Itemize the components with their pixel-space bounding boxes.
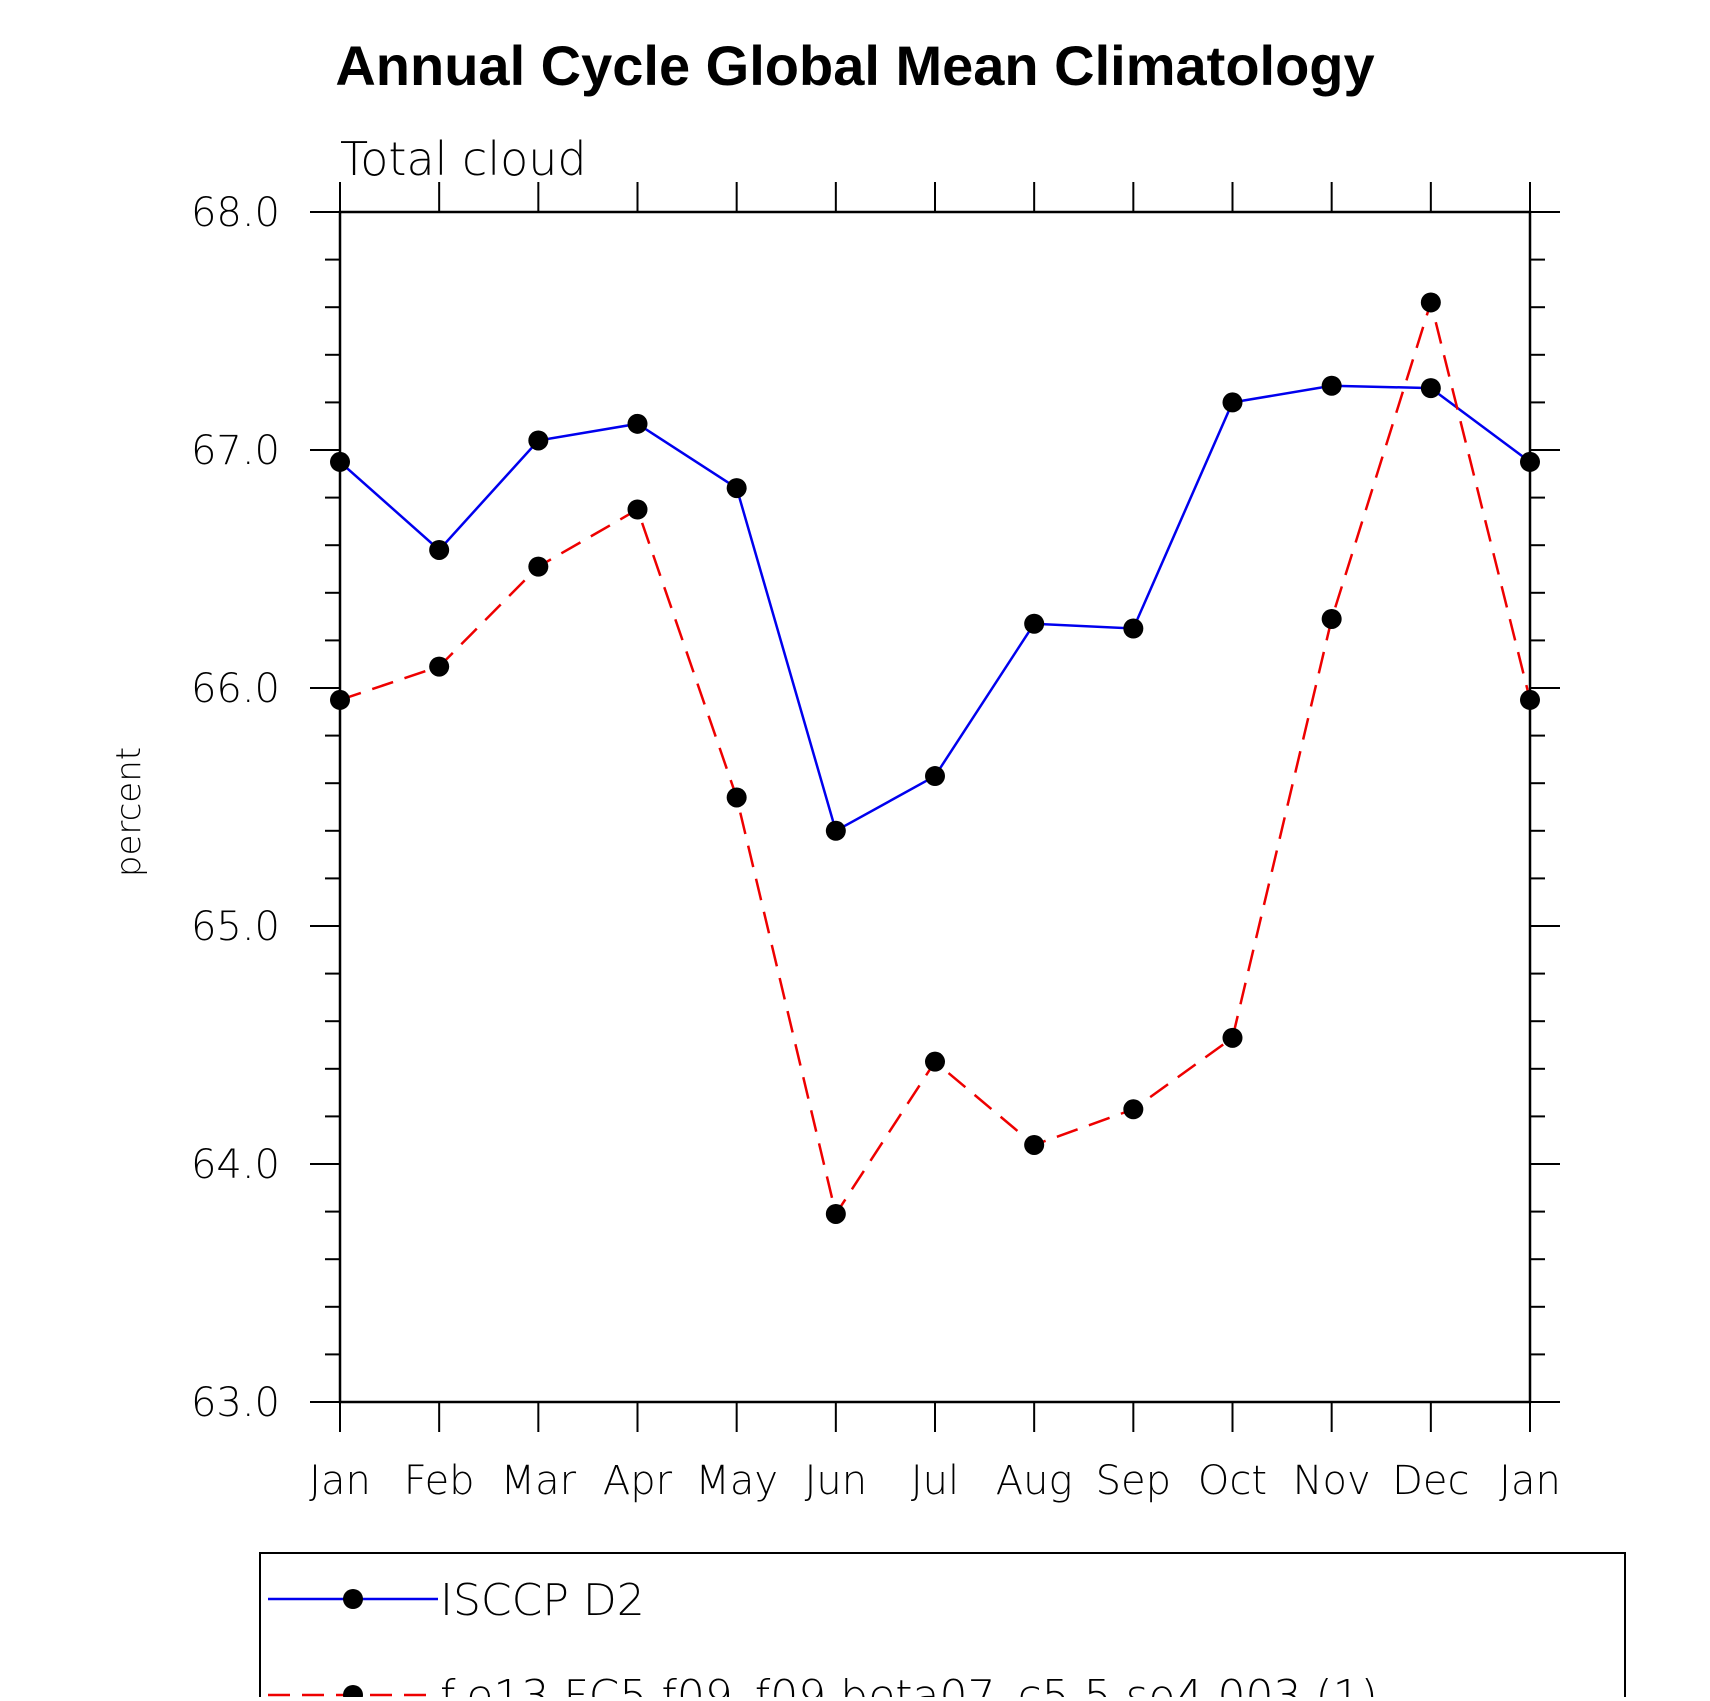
data-point [1222, 392, 1243, 413]
data-point [627, 499, 648, 520]
x-tick-label: May [695, 1458, 778, 1504]
plot-frame [338, 210, 1532, 1404]
data-point [1123, 618, 1144, 639]
series-1 [330, 375, 1540, 841]
y-axis-label: percent [109, 747, 149, 877]
legend-box [259, 1552, 1626, 1701]
data-point [1222, 1027, 1243, 1048]
x-tick-label: Oct [1198, 1458, 1267, 1504]
x-tick-label: Jan [309, 1458, 371, 1504]
data-point [330, 451, 350, 472]
series-layer [330, 292, 1540, 1224]
data-point [1321, 375, 1342, 396]
y-tick-label: 67.0 [191, 428, 280, 474]
chart-title: Annual Cycle Global Mean Climatology [335, 34, 1374, 97]
legend-label: ISCCP D2 [440, 1575, 645, 1626]
x-tick-label: Aug [996, 1458, 1073, 1504]
legend-marker [343, 1685, 363, 1701]
x-tick-label: Jul [911, 1458, 959, 1504]
y-tick-label: 63.0 [191, 1380, 280, 1426]
x-tick-label: Mar [501, 1458, 577, 1504]
y-tick-label: 68.0 [191, 190, 280, 236]
series-2 [330, 292, 1540, 1224]
data-point [1321, 608, 1342, 629]
x-tick-label: Jun [805, 1458, 868, 1504]
y-tick-label: 66.0 [191, 666, 280, 712]
data-point [1024, 1134, 1045, 1155]
chart-subtitle: Total cloud [340, 132, 587, 186]
data-point [825, 820, 846, 841]
series-line [339, 384, 1531, 833]
legend-marker [343, 1589, 363, 1609]
x-tick-label: Sep [1096, 1458, 1171, 1504]
data-point [1420, 378, 1441, 399]
data-point [925, 1051, 945, 1072]
data-point [726, 478, 747, 499]
data-point [825, 1203, 846, 1224]
data-point [1520, 451, 1540, 472]
data-point [528, 430, 549, 451]
legend-label: f.e13.FC5.f09_f09.beta07_c5.5.so4.003 (1… [440, 1671, 1378, 1697]
x-tick-label: Feb [404, 1458, 475, 1504]
x-tick-label: Dec [1392, 1458, 1469, 1504]
data-point [429, 539, 450, 560]
x-tick-label: Jan [1499, 1458, 1561, 1504]
axes: 63.0 64.0 65.0 66.0 67.0 68.0 Jan Feb Mar Apr May J… [191, 182, 1561, 1504]
y-tick-label: 65.0 [191, 904, 280, 950]
data-point [429, 656, 450, 677]
data-point [1520, 689, 1540, 710]
data-point [330, 689, 350, 710]
x-tick-label: Apr [603, 1458, 673, 1504]
data-point [1123, 1099, 1144, 1120]
data-point [528, 556, 549, 577]
data-point [1420, 292, 1441, 313]
legend: ISCCP D2 f.e13.FC5.f09_f09.beta07_c5.5.so… [259, 1552, 1626, 1701]
data-point [1024, 613, 1045, 634]
data-point [925, 766, 945, 787]
data-point [726, 787, 747, 808]
data-point [627, 413, 648, 434]
x-tick-label: Nov [1293, 1458, 1371, 1504]
series-line [339, 297, 1532, 1218]
y-tick-label: 64.0 [191, 1142, 280, 1188]
